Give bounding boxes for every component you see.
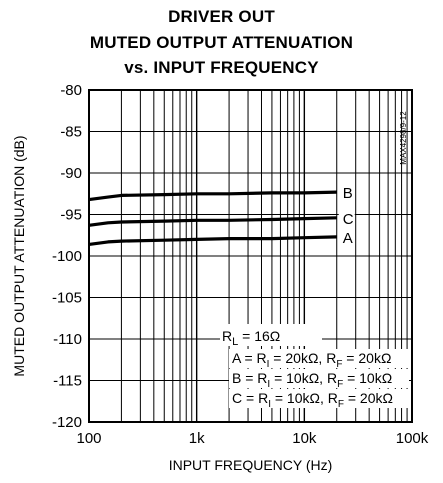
legend-bg [229,369,409,388]
y-tick-labels: -80 -85 -90 -95 -100 -105 -110 -115 -120 [52,82,82,431]
x-tick-labels: 100 1k 10k 100k [76,430,428,447]
y-tick-label: -95 [60,207,82,224]
series-label-bg [338,208,355,227]
legend-bg [229,349,409,368]
y-tick-label: -105 [52,290,82,307]
y-tick-label: -80 [60,82,82,99]
legend-entry-1: B = RI = 10kΩ, RF = 10kΩ [232,370,392,390]
legend-entry-2: C = RI = 10kΩ, RF = 20kΩ [232,390,393,410]
y-axis-label: MUTED OUTPUT ATTENUATION (dB) [11,135,27,376]
y-tick-label: -110 [53,331,82,348]
chart-title-line-2: MUTED OUTPUT ATTENUATION [89,33,354,52]
series-label-bg [338,227,355,246]
x-tick-label: 10k [292,430,317,447]
legend-entry-0: A = RI = 20kΩ, RF = 20kΩ [232,350,391,370]
y-tick-label: -90 [60,165,82,182]
x-tick-label: 100k [396,430,429,447]
series-label-c: C [343,211,354,228]
x-tick-label: 100 [76,430,101,447]
y-tick-label: -100 [52,248,82,265]
rl-label-bg [220,324,322,346]
plot-frame [88,89,413,423]
series-line-c [88,216,337,227]
series-line-b [88,190,337,202]
legend-bg [229,389,409,408]
part-code: MAX4298/9-12 [399,111,408,165]
load-resistance-label: RL = 16Ω [222,328,280,348]
series-label-b: B [343,185,353,202]
x-axis-label: INPUT FREQUENCY (Hz) [169,457,333,473]
x-tick-label: 1k [189,430,205,447]
y-tick-label: -85 [60,124,82,141]
chart-title-line-3: vs. INPUT FREQUENCY [124,58,319,77]
y-tick-label: -120 [52,414,82,431]
chart-title-line-1: DRIVER OUT [168,7,275,26]
series-label-bg [338,183,355,202]
y-tick-label: -115 [53,373,82,390]
data-series: BCA [88,183,355,247]
series-label-a: A [343,230,353,247]
series-line-a [88,235,337,246]
